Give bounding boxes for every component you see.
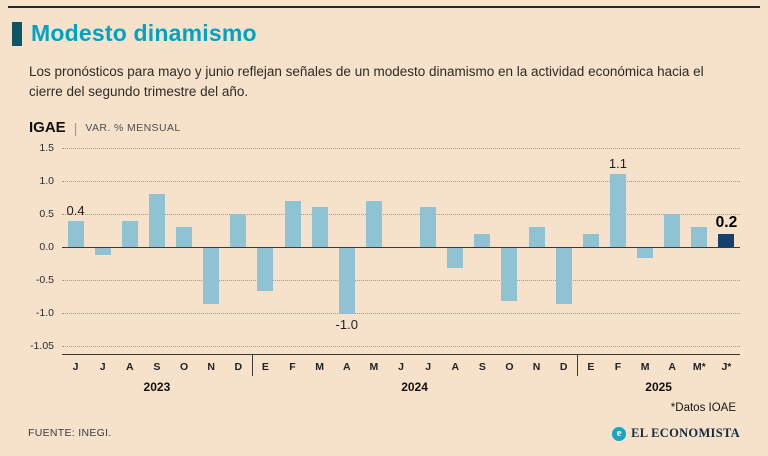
brand-circle-icon: e bbox=[612, 426, 627, 441]
month-label: M bbox=[315, 361, 324, 373]
gridline bbox=[62, 214, 740, 215]
y-tick-label: 0.5 bbox=[39, 208, 54, 220]
series-label: IGAE bbox=[29, 119, 66, 136]
month-label: J bbox=[425, 361, 432, 373]
y-tick-label: 0.0 bbox=[39, 241, 54, 253]
month-label: A bbox=[342, 361, 351, 373]
bar bbox=[555, 248, 572, 305]
bar bbox=[203, 248, 220, 305]
year-group-separator bbox=[251, 354, 253, 376]
y-tick-label: 1.5 bbox=[39, 142, 54, 154]
unit-label: VAR. % MENSUAL bbox=[85, 121, 181, 134]
bar-value-label: -1.0 bbox=[335, 317, 358, 332]
month-label: N bbox=[532, 361, 541, 373]
month-label: S bbox=[153, 361, 161, 373]
bar bbox=[528, 227, 545, 247]
month-label: F bbox=[289, 361, 296, 373]
month-label: J bbox=[99, 361, 106, 373]
subtitle: Los pronósticos para mayo y junio reflej… bbox=[29, 64, 704, 99]
gridline bbox=[62, 247, 740, 248]
bar bbox=[257, 248, 274, 291]
y-tick-label: -1.05 bbox=[30, 340, 54, 352]
gridline bbox=[62, 346, 740, 347]
bar-chart: 1.5 1.0 0.5 0.0 -0.5 -1.0 -1.05 J J A S O N D E F M A M J J A… bbox=[24, 142, 746, 400]
source-label: FUENTE: INEGI. bbox=[28, 427, 112, 439]
bar bbox=[637, 248, 654, 258]
month-label: J* bbox=[721, 361, 732, 373]
y-tick-label: -0.5 bbox=[35, 274, 54, 286]
bar-value-label: 0.2 bbox=[715, 213, 738, 231]
month-label: O bbox=[179, 361, 189, 373]
bar bbox=[664, 214, 681, 247]
kicker-separator: | bbox=[73, 119, 78, 136]
brand-name: EL ECONOMISTA bbox=[631, 426, 740, 440]
gridline bbox=[62, 313, 740, 314]
bar-value-label: 1.1 bbox=[608, 156, 627, 172]
month-label: M bbox=[640, 361, 650, 373]
bar bbox=[609, 174, 626, 247]
bar bbox=[338, 248, 355, 314]
year-label: 2023 bbox=[143, 380, 171, 394]
top-rule bbox=[8, 6, 760, 8]
month-label: A bbox=[668, 361, 676, 373]
chart-kicker: IGAE | VAR. % MENSUAL bbox=[29, 119, 181, 136]
month-label: D bbox=[234, 361, 243, 373]
month-label: F bbox=[614, 361, 622, 373]
month-label: S bbox=[478, 361, 486, 373]
bar bbox=[420, 207, 437, 247]
year-group-separator bbox=[577, 354, 579, 376]
month-label: N bbox=[207, 361, 215, 373]
bar bbox=[311, 207, 328, 247]
bar bbox=[474, 233, 491, 247]
year-label: 2024 bbox=[401, 380, 428, 394]
bar bbox=[230, 214, 247, 247]
month-label: M* bbox=[692, 361, 706, 373]
bar bbox=[447, 248, 464, 268]
bar bbox=[284, 200, 301, 247]
month-label: E bbox=[261, 361, 269, 373]
gridline bbox=[62, 280, 740, 281]
month-label: O bbox=[505, 361, 514, 373]
month-label: A bbox=[126, 361, 134, 373]
bar bbox=[121, 220, 138, 247]
bar bbox=[176, 227, 193, 247]
bar bbox=[582, 233, 599, 247]
month-label: J bbox=[72, 361, 79, 373]
bar bbox=[148, 194, 165, 247]
month-label: E bbox=[587, 361, 595, 373]
month-label: M bbox=[369, 361, 379, 373]
gridline bbox=[62, 181, 740, 182]
bar bbox=[501, 248, 518, 301]
x-axis-line bbox=[62, 354, 740, 355]
gridline bbox=[62, 148, 740, 149]
bar bbox=[67, 220, 84, 247]
title-marker bbox=[12, 21, 22, 46]
footnote: *Datos IOAE bbox=[670, 402, 736, 414]
bar bbox=[365, 200, 382, 247]
y-tick-label: -1.0 bbox=[35, 307, 54, 319]
year-label: 2025 bbox=[645, 380, 672, 394]
bar bbox=[718, 233, 735, 247]
bar bbox=[94, 248, 111, 255]
header: Modesto dinamismo bbox=[12, 20, 257, 47]
page-title: Modesto dinamismo bbox=[31, 20, 257, 46]
month-label: A bbox=[451, 361, 460, 373]
brand-logo: e EL ECONOMISTA bbox=[612, 426, 740, 441]
y-tick-label: 1.0 bbox=[39, 175, 54, 187]
month-label: J bbox=[398, 361, 404, 373]
bar-value-label: 0.4 bbox=[66, 202, 85, 218]
bar bbox=[691, 227, 708, 247]
month-label: D bbox=[559, 361, 568, 373]
